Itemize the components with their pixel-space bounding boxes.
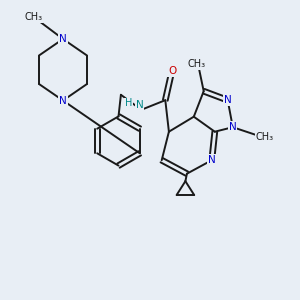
Text: N: N — [59, 95, 67, 106]
Text: N: N — [59, 34, 67, 44]
Text: N: N — [224, 95, 232, 105]
Text: CH₃: CH₃ — [25, 12, 43, 22]
Text: CH₃: CH₃ — [255, 132, 273, 142]
Text: N: N — [136, 100, 144, 110]
Text: H: H — [125, 98, 132, 108]
Text: N: N — [229, 122, 237, 132]
Text: N: N — [208, 155, 216, 165]
Text: CH₃: CH₃ — [188, 59, 206, 69]
Text: O: O — [168, 66, 176, 76]
